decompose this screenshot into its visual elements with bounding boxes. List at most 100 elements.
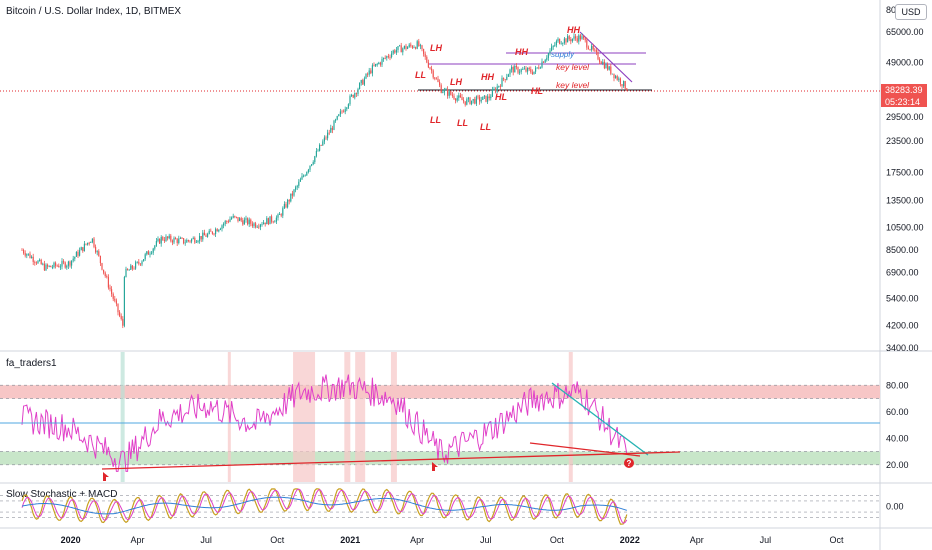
candle-body — [554, 45, 556, 46]
candle-body — [474, 98, 476, 104]
candle-body — [464, 101, 466, 105]
annotation-hh-2: HH — [515, 47, 528, 57]
candle-body — [552, 45, 554, 47]
candle-body — [231, 217, 233, 220]
candle-body — [74, 256, 76, 259]
candle-body — [506, 76, 508, 80]
candle-body — [496, 86, 498, 92]
candle-body — [400, 45, 402, 53]
candle-body — [435, 78, 437, 80]
osc-tick-label: 40.00 — [886, 433, 909, 443]
candle-body — [567, 36, 569, 43]
candle-body — [218, 229, 220, 232]
candle-body — [311, 164, 313, 166]
candle-body — [399, 45, 401, 47]
candle-body — [114, 298, 116, 301]
signal-highlight-band — [568, 352, 573, 482]
candle-body — [226, 221, 228, 222]
candle-body — [34, 261, 36, 263]
candle-body — [144, 254, 146, 260]
candle-body — [495, 89, 497, 92]
candle-body — [319, 144, 321, 151]
candle-body — [307, 169, 309, 172]
candle-body — [135, 262, 137, 269]
price-tick-label: 49000.00 — [886, 57, 924, 67]
candle-body — [280, 214, 282, 216]
candle-body — [551, 46, 553, 51]
oscillator-zones — [0, 384, 880, 466]
candle-body — [479, 96, 481, 102]
candle-body — [483, 95, 485, 97]
candle-body — [355, 93, 357, 94]
candle-body — [295, 187, 297, 190]
price-axis[interactable]: 80000.0065000.0049000.0038000.0029500.00… — [886, 5, 924, 353]
candle-body — [151, 252, 153, 254]
candle-body — [39, 259, 41, 261]
currency-button[interactable]: USD — [895, 4, 927, 20]
candle-body — [165, 236, 167, 242]
oscillator-line — [21, 374, 628, 472]
time-tick-label: Apr — [410, 535, 424, 545]
price-tick-label: 23500.00 — [886, 136, 924, 146]
countdown-value: 05:23:14 — [885, 97, 920, 107]
candle-body — [547, 53, 549, 58]
candlestick-series — [21, 33, 628, 329]
candle-body — [139, 263, 141, 265]
candle-body — [48, 265, 50, 267]
candle-body — [571, 38, 573, 42]
candle-body — [519, 71, 521, 73]
candle-body — [290, 193, 292, 202]
candle-body — [434, 77, 436, 79]
candle-body — [210, 230, 212, 232]
candle-body — [354, 93, 356, 98]
signal-marker-icon — [103, 472, 109, 481]
candle-body — [303, 175, 305, 177]
candle-body — [67, 261, 69, 266]
candle-body — [261, 224, 263, 226]
candle-body — [255, 223, 257, 228]
candle-body — [232, 215, 234, 218]
annotation-ll-1: LL — [415, 70, 426, 80]
time-tick-label: Apr — [690, 535, 704, 545]
candle-body — [512, 66, 514, 73]
main-title: Bitcoin / U.S. Dollar Index, 1D, BITMEX — [6, 6, 181, 17]
candle-body — [272, 221, 274, 223]
time-tick-label: Oct — [270, 535, 285, 545]
annotation-hh-1: HH — [567, 25, 580, 35]
candle-body — [626, 88, 628, 91]
candle-body — [216, 229, 218, 232]
candle-body — [402, 48, 404, 53]
candle-body — [515, 66, 517, 68]
candle-body — [335, 119, 337, 121]
candle-body — [104, 272, 106, 277]
candle-body — [189, 240, 191, 242]
candle-body — [239, 218, 241, 222]
annotation-lh-1: LH — [430, 43, 442, 53]
candle-body — [415, 47, 417, 49]
time-axis[interactable]: 2020 Apr Jul Oct 2021 Apr Jul Oct 2022 Apr Jul Oct — [61, 535, 844, 545]
candle-body — [109, 287, 111, 290]
candle-body — [154, 245, 156, 249]
macd-line — [21, 496, 627, 515]
candle-body — [341, 111, 343, 113]
candle-body — [197, 240, 199, 242]
candle-body — [487, 96, 489, 102]
candle-body — [338, 114, 340, 117]
candle-body — [243, 219, 245, 225]
candle-body — [285, 204, 287, 208]
candle-body — [224, 221, 226, 224]
candle-body — [152, 248, 154, 253]
candle-body — [208, 230, 210, 234]
candle-body — [163, 239, 165, 242]
candle-body — [85, 243, 87, 245]
candle-body — [333, 120, 335, 130]
price-tick-label: 5400.00 — [886, 293, 919, 303]
price-tick-label: 17500.00 — [886, 168, 924, 178]
candle-body — [437, 78, 439, 82]
candle-body — [384, 57, 386, 59]
candle-body — [82, 247, 84, 252]
candle-body — [146, 251, 148, 255]
signal-markers: ? — [103, 458, 634, 481]
candle-body — [107, 277, 109, 288]
